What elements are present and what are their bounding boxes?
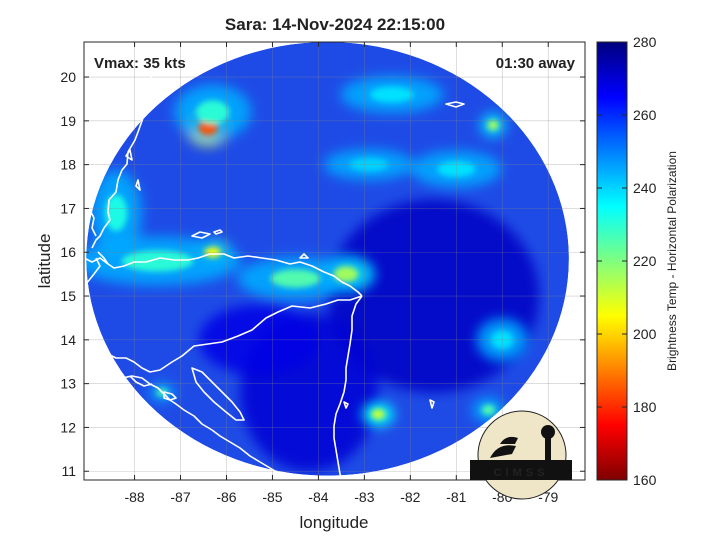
colorbar-label: Brightness Temp - Horizontal Polarizatio…: [665, 151, 679, 371]
x-tick-label-1: -87: [170, 489, 190, 505]
y-tick-label-2: 13: [60, 376, 76, 392]
rain-band-core-6: [481, 404, 496, 416]
logo-text: CIMSS: [494, 467, 549, 479]
honduras-cays: [299, 253, 309, 259]
logo-tower-icon: [545, 436, 551, 462]
colorbar-tick-label-0: 160: [633, 472, 657, 488]
yucatan-coast: [91, 42, 153, 249]
brightness-temp-swath: [86, 42, 569, 476]
y-tick-label-6: 17: [60, 200, 76, 216]
rain-band-core-7: [487, 119, 499, 131]
rain-band-core-2: [333, 266, 359, 283]
rain-band-core-11: [369, 86, 415, 103]
rain-band-core-3: [270, 269, 321, 288]
colorbar-tick-label-3: 220: [633, 253, 657, 269]
y-tick-label-9: 20: [60, 69, 76, 85]
y-tick-label-5: 16: [60, 244, 76, 260]
gulf-of-fonseca: [129, 375, 153, 387]
nicaragua-caribbean-coast: [333, 295, 363, 480]
colorbar-ticks: 160 180 200 220 240 260 280: [597, 34, 657, 488]
logo-tower-top-icon: [541, 425, 555, 439]
guatemala-honduras-border: [85, 257, 101, 285]
gulf-of-honduras: [97, 251, 109, 265]
pacific-coast: [84, 371, 289, 480]
lake-nicaragua: [191, 367, 245, 421]
time-away-label: 01:30 away: [496, 55, 576, 72]
rain-band-core-13: [491, 330, 514, 350]
rain-band-core-8: [121, 250, 194, 272]
y-tick-label-7: 18: [60, 157, 76, 173]
y-tick-label-1: 12: [60, 419, 76, 435]
x-axis-label: longitude: [299, 513, 368, 532]
rain-band-core-14: [349, 158, 389, 172]
coastlines: [84, 42, 465, 480]
colorbar-tick-label-5: 260: [633, 107, 657, 123]
honduras-north-coast: [84, 253, 363, 297]
figure-title: Sara: 14-Nov-2024 22:15:00: [225, 15, 445, 34]
colorbar-tick-label-2: 200: [633, 326, 657, 342]
axes-frame: [83, 41, 586, 481]
grid-lines: [84, 42, 585, 480]
x-tick-label-7: -81: [446, 489, 466, 505]
lake-managua: [163, 391, 177, 401]
y-tick-label-4: 15: [60, 288, 76, 304]
y-tick-label-3: 14: [60, 332, 76, 348]
x-axis-ticks: -88 -87 -86 -85 -84 -83 -82 -81 -80 -79: [124, 42, 559, 505]
bay-islands: [191, 229, 223, 239]
logo-dish-icon: [490, 436, 518, 458]
cold-region-2: [198, 304, 319, 375]
logo-base: [470, 460, 572, 480]
x-tick-label-0: -88: [124, 489, 144, 505]
colorbar-tick-label-4: 240: [633, 180, 657, 196]
vmax-label: Vmax: 35 kts: [94, 55, 186, 72]
y-axis-ticks: 11 12 13 14 15 16 17 18 19 20: [60, 69, 585, 479]
san-andres-island: [429, 399, 435, 409]
logo-circle: [477, 410, 567, 500]
x-tick-label-6: -82: [400, 489, 420, 505]
cimss-logo: CIMSS: [470, 410, 572, 500]
rain-band-core-4: [371, 409, 386, 420]
y-tick-label-8: 19: [60, 113, 76, 129]
cayman-islands: [445, 101, 465, 108]
colorbar-tick-label-6: 280: [633, 34, 657, 50]
belize-cays: [125, 149, 141, 191]
el-salvador-border: [87, 349, 151, 373]
rain-band-core-10: [196, 100, 230, 124]
honduras-nicaragua-border: [149, 295, 363, 373]
x-tick-label-4: -84: [308, 489, 328, 505]
y-axis-label: latitude: [35, 234, 54, 289]
y-tick-label-0: 11: [61, 463, 76, 479]
x-tick-label-2: -86: [216, 489, 236, 505]
corn-islands: [343, 401, 349, 409]
x-tick-label-3: -85: [262, 489, 282, 505]
colorbar-tick-label-1: 180: [633, 399, 657, 415]
rain-band-core-12: [436, 161, 476, 177]
x-tick-label-5: -83: [354, 489, 374, 505]
rain-band-core-9: [105, 194, 128, 232]
